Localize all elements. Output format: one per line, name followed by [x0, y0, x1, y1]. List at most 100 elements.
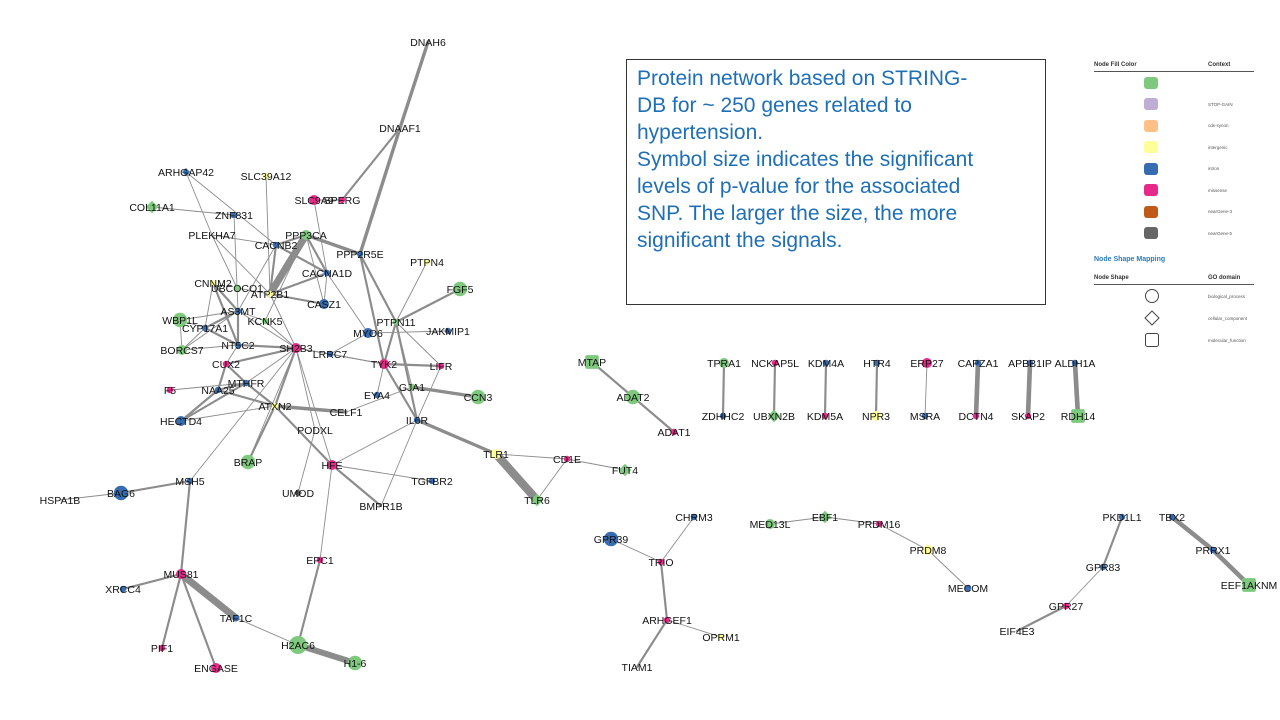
fill-header-left: Node Fill Color [1094, 62, 1137, 68]
edge-SH2B3-MTHFR [245, 347, 297, 384]
annotation-line: significant the signals. [637, 229, 843, 252]
node-label-casz1: CASZ1 [307, 299, 341, 311]
edge-PKD1L1-GPR83 [1101, 515, 1124, 569]
node-label-htr4: HTR4 [863, 358, 891, 370]
edge-ARHGAP42-PLEKHA7 [185, 171, 213, 236]
node-ppp2r5e [356, 250, 364, 258]
edge-PPP3CA-CASZ1 [305, 234, 325, 305]
node-label-kdm5a: KDM5A [807, 411, 843, 423]
node-label-celf1: CELF1 [330, 407, 363, 419]
node-label-wbp1l: WBP1L [162, 315, 198, 327]
color-swatch [1144, 227, 1158, 240]
node-label-tgfbr2: TGFBR2 [411, 476, 453, 488]
edge-MTHFR-HECTD4 [179, 381, 248, 423]
node-label-fut4: FUT4 [612, 465, 638, 477]
node-umod [294, 489, 302, 497]
node-label-ptpn4: PTPN4 [410, 257, 444, 269]
node-label-nckap5l: NCKAP5L [751, 358, 799, 370]
node-cd1e [563, 455, 571, 463]
node-chrm3 [690, 513, 698, 521]
node-label-prdm8: PRDM8 [910, 545, 947, 557]
node-label-ccn3: CCN3 [464, 392, 493, 404]
node-msh5 [186, 477, 194, 485]
diamond-icon [1144, 310, 1160, 326]
edge-PPP2R5E-PTPN11 [358, 252, 398, 324]
node-label-nt5c2: NT5C2 [221, 340, 254, 352]
node-nckap5l [771, 359, 779, 367]
node-label-mtap: MTAP [578, 357, 606, 369]
edge-GPR27-EIF4E3 [1015, 604, 1068, 633]
node-pif1 [158, 644, 166, 652]
edge-KDM4A-KDM5A [823, 361, 828, 418]
edge-MTHFR-F5 [169, 382, 247, 391]
node-mthfr [242, 379, 250, 387]
edge-PTPN4-PTPN11 [395, 261, 428, 323]
node-label-rdh14: RDH14 [1061, 411, 1096, 423]
node-label-fgf5: FGF5 [447, 284, 474, 296]
node-mus81 [176, 569, 186, 579]
node-dctn4 [972, 412, 980, 420]
node-tlr6 [530, 493, 544, 507]
node-label-taf1c: TAF1C [220, 613, 253, 625]
node-adat2 [625, 389, 641, 405]
node-prdm8 [923, 545, 933, 555]
node-label-f5: F5 [164, 385, 176, 397]
node-label-podxl: PODXL [297, 425, 333, 437]
node-label-ubcoco1: UBCOCO1 [211, 283, 263, 295]
node-label-myo6: MYO6 [353, 328, 383, 340]
node-htr4 [873, 359, 881, 367]
fill-color-row: nearGene-5 [1094, 223, 1254, 245]
node-cyp17a1 [201, 324, 209, 332]
edge-APBB1IP-SKAP2 [1025, 360, 1033, 419]
edge-NT5C2-SH2B3 [236, 343, 298, 350]
edge-PRDM8-MECOM [927, 549, 969, 589]
node-tlr1 [491, 449, 501, 459]
node-label-cd1e: CD1E [553, 454, 581, 466]
edge-PPP3CA-CACNA1D [304, 233, 329, 275]
fill-row-label: nearGene-5 [1208, 230, 1233, 236]
node-atxn2 [271, 402, 279, 410]
node-borcs7 [177, 345, 187, 355]
edge-PTPN11-GJA1 [395, 321, 413, 388]
node-label-bag6: BAG6 [107, 488, 135, 500]
node-label-slc39a12: SLC39A12 [241, 171, 292, 183]
node-col11a1 [145, 200, 159, 214]
edge-CNNM2-NT5C2 [211, 281, 240, 347]
node-trio [657, 558, 665, 566]
fill-color-row [1094, 72, 1254, 94]
node-label-lrrc7: LRRC7 [313, 349, 348, 361]
node-label-eef1aknm: EEF1AKNM [1221, 580, 1278, 592]
node-atp2b1 [266, 290, 274, 298]
node-label-aldh1a: ALDH1A [1055, 358, 1096, 370]
node-tbx2 [1168, 513, 1176, 521]
node-aldh1a [1071, 359, 1079, 367]
node-label-tlr1: TLR1 [483, 449, 509, 461]
edge-CACNB2-AS3MT [237, 244, 277, 312]
node-znf831 [230, 211, 238, 219]
edge-DNAAF1-SPERG [340, 126, 402, 202]
node-engase [211, 663, 221, 673]
edge-KCNK5-SH2B3 [264, 320, 297, 349]
fill-color-header: Node Fill Color Context [1094, 60, 1254, 72]
edge-TYK2-IL6R [382, 362, 419, 422]
node-cnnm2 [209, 279, 217, 287]
edge-MSH5-BAG6 [119, 479, 192, 495]
annotation-line: levels of p-value for the associated [637, 175, 961, 198]
annotation-line: Protein network based on STRING- [637, 67, 968, 90]
node-label-chrm3: CHRM3 [675, 512, 712, 524]
edge-TLR1-TLR6 [491, 449, 542, 505]
edge-PPP3CA-PPP2R5E [304, 233, 362, 256]
annotation-line: Symbol size indicates the significant [637, 148, 974, 171]
node-apbb1ip [1026, 359, 1034, 367]
node-label-oprm1: OPRM1 [702, 632, 740, 644]
node-jakmip1 [444, 327, 452, 335]
node-ebf1 [818, 510, 832, 524]
node-erp27 [922, 358, 932, 368]
node-label-mecom: MECOM [948, 583, 988, 595]
node-label-h2ac6: H2AC6 [281, 640, 315, 652]
edge-SLC39A12-ATP2B1 [265, 175, 271, 295]
node-bag6 [113, 485, 129, 501]
node-label-naa25: NAA25 [201, 385, 234, 397]
shape-row: biological_process [1094, 285, 1254, 307]
edge-HTR4-NPR3 [874, 361, 879, 418]
